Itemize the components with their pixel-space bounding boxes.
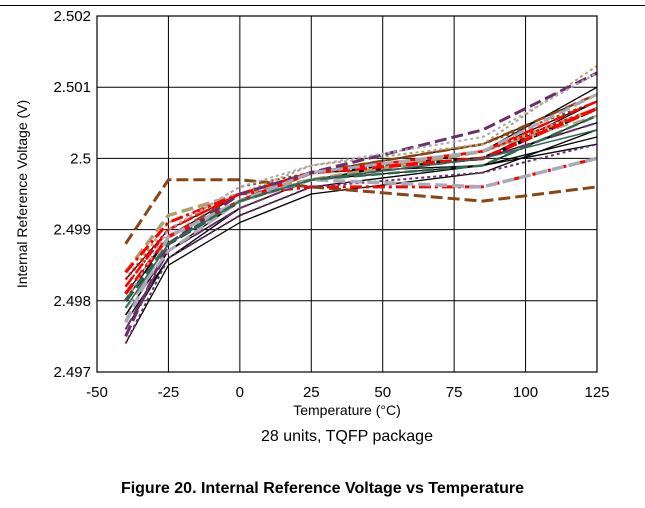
y-tick-label: 2.502 xyxy=(53,8,91,25)
x-tick-label: 100 xyxy=(513,384,538,401)
y-tick-label: 2.5 xyxy=(70,150,91,167)
series-line xyxy=(125,129,598,344)
series-line xyxy=(124,143,598,344)
y-tick-label: 2.497 xyxy=(53,364,91,381)
x-tick-label: 125 xyxy=(584,384,609,401)
y-tick-label: 2.501 xyxy=(53,79,91,96)
grid xyxy=(96,15,598,373)
series-lines xyxy=(124,64,598,344)
top-rule xyxy=(0,5,645,6)
y-tick-labels: 2.497 2.498 2.499 2.5 2.501 2.502 xyxy=(53,8,91,381)
y-tick-label: 2.498 xyxy=(53,293,91,310)
x-tick-label: 75 xyxy=(446,384,463,401)
series-line xyxy=(124,100,598,288)
x-tick-label: 0 xyxy=(236,384,244,401)
x-axis-title: Temperature (°C) xyxy=(293,402,401,418)
y-axis-title: Internal Reference Voltage (V) xyxy=(14,100,30,288)
x-tick-label: 25 xyxy=(303,384,320,401)
series-line xyxy=(124,129,598,309)
series-line xyxy=(124,93,598,295)
series-line xyxy=(125,86,598,302)
series-line xyxy=(124,92,598,309)
series-line xyxy=(124,114,598,302)
plot-frame xyxy=(96,15,598,373)
x-tick-label: 50 xyxy=(374,384,391,401)
figure-caption: Figure 20. Internal Reference Voltage vs… xyxy=(120,480,525,497)
x-tick-label: -25 xyxy=(158,384,180,401)
series-line xyxy=(124,121,598,330)
x-tick-label: -50 xyxy=(86,384,108,401)
series-line xyxy=(124,178,598,245)
y-tick-label: 2.499 xyxy=(53,222,91,239)
chart-annotation: 28 units, TQFP package xyxy=(261,428,433,445)
series-line xyxy=(124,100,598,288)
series-line xyxy=(124,64,598,281)
series-line xyxy=(124,114,598,288)
reference-voltage-chart: -50 -25 0 25 50 75 100 125 2.4972.4982.4992.52.… xyxy=(14,8,610,445)
series-line xyxy=(124,107,598,281)
x-tick-labels: -50 -25 0 25 50 75 100 125 xyxy=(86,384,609,401)
